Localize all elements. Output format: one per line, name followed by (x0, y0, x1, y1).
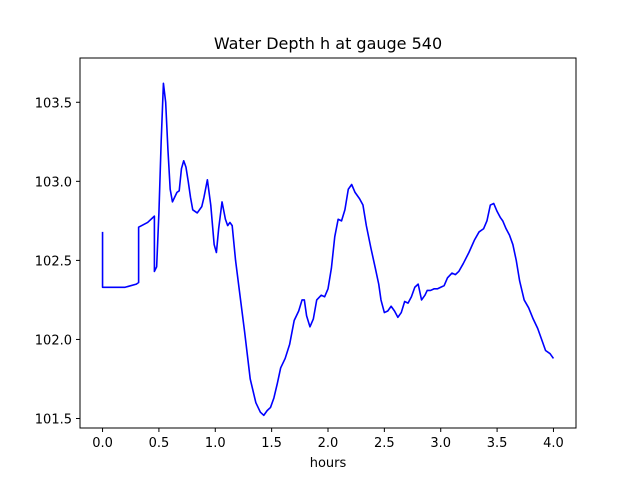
x-tick-label: 2.0 (318, 436, 339, 451)
y-axis: 101.5 102.0 102.5 103.0 103.5 (35, 96, 80, 428)
y-tick-label: 102.0 (35, 333, 72, 348)
x-tick-label: 2.5 (374, 436, 395, 451)
y-tick-label: 103.0 (35, 175, 72, 190)
x-axis: 0.0 0.5 1.0 1.5 2.0 2.5 3.0 3.5 4.0 (92, 428, 564, 451)
series-layer (101, 82, 555, 417)
x-tick-label: 0.0 (92, 436, 113, 451)
x-tick-label: 0.5 (149, 436, 170, 451)
chart-title: Water Depth h at gauge 540 (214, 34, 442, 53)
y-tick-label: 102.5 (35, 254, 72, 269)
x-tick-label: 1.5 (261, 436, 282, 451)
x-tick-label: 4.0 (543, 436, 564, 451)
x-tick-label: 1.0 (205, 436, 226, 451)
y-tick-label: 101.5 (35, 413, 72, 428)
y-tick-label: 103.5 (35, 96, 72, 111)
x-tick-label: 3.0 (430, 436, 451, 451)
x-tick-label: 3.5 (487, 436, 508, 451)
x-axis-label: hours (310, 456, 347, 471)
series-line-0 (101, 82, 555, 417)
